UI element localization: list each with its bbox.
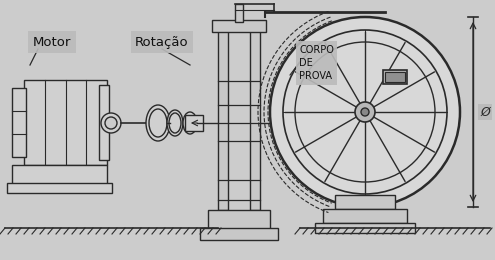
Bar — [7, 183, 112, 193]
Circle shape — [270, 17, 460, 207]
Bar — [24, 80, 107, 165]
Bar — [212, 20, 266, 32]
Ellipse shape — [167, 110, 183, 136]
Bar — [208, 210, 270, 230]
Circle shape — [361, 108, 369, 116]
Text: Ø: Ø — [480, 106, 490, 119]
Bar — [99, 85, 109, 160]
Circle shape — [283, 30, 447, 194]
Bar — [200, 228, 278, 240]
Circle shape — [105, 117, 117, 129]
Bar — [385, 72, 405, 82]
Bar — [323, 209, 407, 223]
Bar — [12, 88, 26, 157]
Circle shape — [278, 119, 286, 127]
Bar — [250, 22, 260, 210]
Ellipse shape — [169, 113, 181, 133]
Ellipse shape — [146, 105, 170, 141]
Circle shape — [274, 115, 290, 131]
Text: Motor: Motor — [33, 36, 71, 49]
Bar — [335, 195, 395, 209]
Bar — [235, 4, 243, 22]
Circle shape — [295, 42, 435, 182]
Bar — [12, 165, 107, 185]
Circle shape — [101, 113, 121, 133]
Bar — [185, 115, 203, 131]
Ellipse shape — [149, 109, 167, 137]
Ellipse shape — [183, 112, 197, 134]
Circle shape — [355, 102, 375, 122]
Text: Rotação: Rotação — [135, 36, 189, 49]
Text: CORPO
DE
PROVA: CORPO DE PROVA — [299, 45, 334, 81]
Bar — [218, 22, 228, 210]
Bar — [315, 223, 415, 233]
Bar — [383, 70, 407, 84]
